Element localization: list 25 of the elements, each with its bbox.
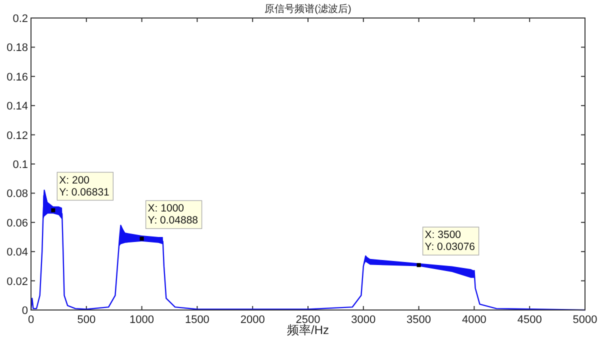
y-tick-label: 0.16 <box>6 71 28 84</box>
y-tick-label: 0.04 <box>6 246 28 259</box>
y-tick-label: 0.12 <box>6 130 28 142</box>
x-tick-label: 5000 <box>572 314 598 326</box>
y-tick-label: 0.02 <box>6 276 28 288</box>
y-tick-label: 0.1 <box>12 159 28 171</box>
x-tick-label: 3500 <box>406 314 432 326</box>
y-tick-label: 0.18 <box>6 42 28 54</box>
annotation: X: 200 Y: 0.06831 <box>59 174 110 198</box>
annotation: X: 3500 Y: 0.03076 <box>424 229 476 254</box>
annotation: X: 1000 Y: 0.04888 <box>148 202 198 227</box>
x-tick-label: 4500 <box>517 314 542 326</box>
x-tick-label: 500 <box>77 314 96 326</box>
x-tick-label: 1500 <box>184 314 210 326</box>
x-axis-title: 频率/Hz <box>287 323 329 337</box>
y-tick-label: 0 <box>22 305 28 317</box>
x-tick-label: 4000 <box>462 314 486 326</box>
y-tick-label: 0.2 <box>12 13 28 25</box>
chart-title: 原信号频谱(滤波后) <box>264 3 352 15</box>
x-tick-label: 1000 <box>130 314 154 326</box>
x-tick-label: 2000 <box>240 314 265 326</box>
y-tick-label: 0.14 <box>6 100 28 113</box>
y-tick-label: 0.08 <box>6 188 28 200</box>
x-tick-label: 3000 <box>351 314 376 326</box>
y-tick-label: 0.06 <box>6 217 28 230</box>
